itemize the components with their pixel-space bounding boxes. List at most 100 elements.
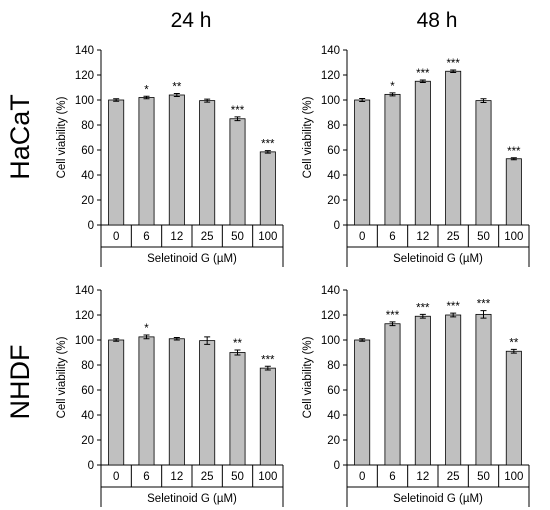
x-tick-label: 100 [504,231,523,243]
bar [108,99,125,226]
y-axis-label: Cell viability (%) [56,336,68,418]
significance-mark: *** [416,68,430,80]
significance-mark: *** [416,302,430,314]
significance-mark: ** [172,82,181,94]
x-tick-label: 12 [416,471,429,483]
y-tick-label: 140 [321,45,340,57]
x-tick-label: 100 [504,471,523,483]
y-tick-label: 20 [327,435,340,447]
bar [108,339,125,466]
x-tick-label: 0 [359,231,365,243]
x-axis-label: Seletinoid G (µM) [393,253,483,265]
significance-mark: ** [233,338,242,350]
row-title-hacat: HaCaT [5,94,35,180]
bar [168,94,185,226]
y-tick-label: 40 [81,170,94,182]
significance-mark: *** [261,354,275,366]
bar [259,151,276,226]
bar [414,315,431,466]
x-tick-label: 0 [113,471,119,483]
column-title-48h: 48 h [417,9,458,32]
x-axis-label: Seletinoid G (µM) [393,493,483,505]
significance-mark: *** [507,146,521,158]
y-tick-label: 60 [81,385,94,397]
x-tick-label: 25 [447,231,460,243]
y-tick-label: 120 [321,70,340,82]
chart-panel-2: 0 20 40 60 80 100 120 140 Cell viability (%) 0 6 12… [302,45,530,267]
bar [384,93,401,226]
significance-mark: *** [446,301,460,313]
bar [505,350,522,466]
significance-mark: * [144,84,149,96]
x-tick-label: 6 [389,231,395,243]
chart-panel-4: 0 20 40 60 80 100 120 140 Cell viability (%) 0 6 12… [302,285,530,507]
y-tick-label: 40 [327,170,340,182]
y-tick-label: 0 [334,220,340,232]
y-tick-label: 20 [327,195,340,207]
bar [168,338,185,466]
y-tick-label: 0 [88,460,94,472]
y-tick-label: 100 [321,335,340,347]
bar [354,339,371,466]
x-tick-label: 6 [143,231,149,243]
bar [354,99,371,226]
x-tick-label: 50 [231,231,244,243]
bar [384,323,401,466]
x-tick-label: 0 [113,231,119,243]
x-tick-label: 6 [143,471,149,483]
y-tick-label: 120 [75,310,94,322]
bar [445,314,462,466]
significance-mark: * [390,81,395,93]
bar [229,118,246,226]
bar [138,336,155,466]
y-tick-label: 60 [81,145,94,157]
chart-panel-1: 0 20 40 60 80 100 120 140 Cell viability (%) 0 6 12… [56,45,284,267]
significance-mark: *** [231,105,245,117]
chart-panel-3: 0 20 40 60 80 100 120 140 Cell viability (%) 0 6 12… [56,285,284,507]
x-tick-label: 12 [170,471,183,483]
y-tick-label: 80 [327,360,340,372]
x-tick-label: 25 [447,471,460,483]
column-title-24h: 24 h [171,9,212,32]
y-tick-label: 60 [327,145,340,157]
bar [475,100,492,226]
x-tick-label: 6 [389,471,395,483]
x-tick-label: 50 [231,471,244,483]
y-tick-label: 100 [75,335,94,347]
y-tick-label: 140 [75,45,94,57]
y-axis-label: Cell viability (%) [302,336,314,418]
bar [229,352,246,466]
significance-mark: * [144,323,149,335]
significance-mark: *** [261,139,275,151]
bar [138,97,155,226]
x-tick-label: 25 [201,471,214,483]
bar [475,313,492,466]
x-tick-label: 12 [416,231,429,243]
y-tick-label: 0 [334,460,340,472]
y-tick-label: 120 [75,70,94,82]
y-axis-label: Cell viability (%) [56,96,68,178]
y-tick-label: 20 [81,195,94,207]
x-tick-label: 0 [359,471,365,483]
bar [414,80,431,226]
x-tick-label: 12 [170,231,183,243]
y-tick-label: 80 [327,120,340,132]
y-tick-label: 60 [327,385,340,397]
significance-mark: *** [477,299,491,311]
y-tick-label: 100 [321,95,340,107]
bar [199,340,216,466]
y-tick-label: 20 [81,435,94,447]
bar [259,367,276,466]
y-tick-label: 80 [81,360,94,372]
bar [505,158,522,226]
x-axis-label: Seletinoid G (µM) [147,253,237,265]
x-tick-label: 50 [477,231,490,243]
x-tick-label: 100 [258,231,277,243]
y-tick-label: 140 [75,285,94,297]
significance-mark: *** [446,58,460,70]
significance-mark: *** [386,310,400,322]
y-tick-label: 120 [321,310,340,322]
y-tick-label: 40 [81,410,94,422]
